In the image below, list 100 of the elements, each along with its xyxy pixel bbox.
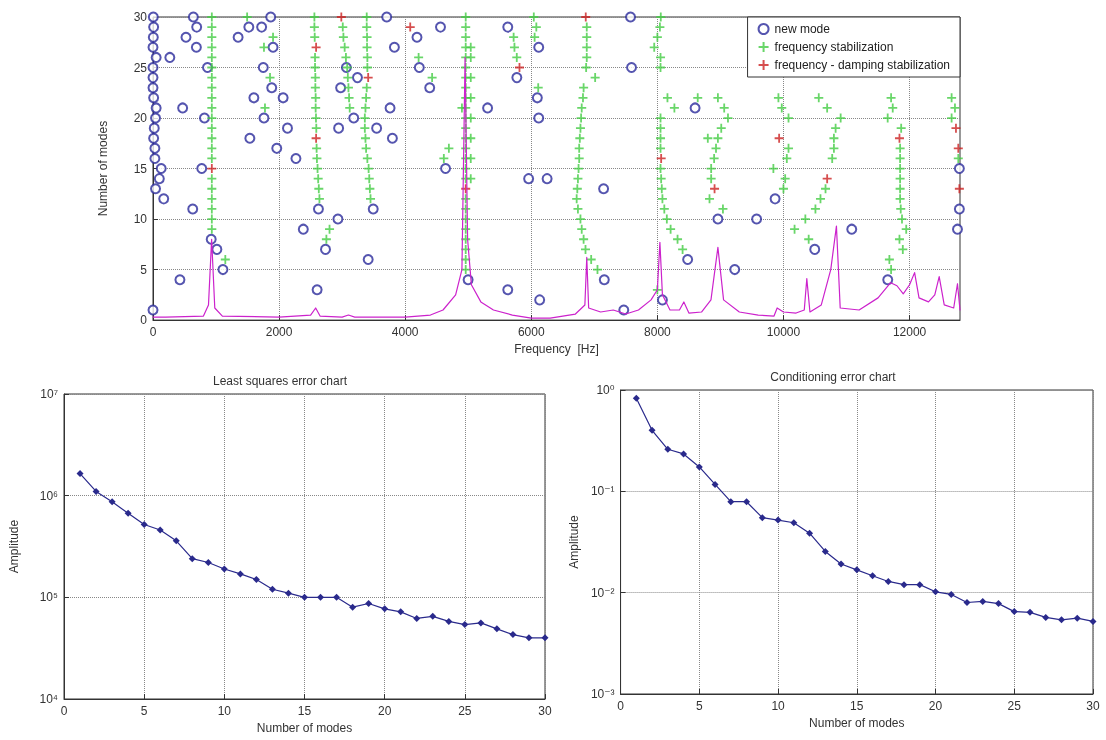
point	[311, 133, 321, 143]
point	[156, 526, 164, 534]
point	[301, 593, 308, 601]
x-tick-label: 15	[297, 704, 312, 718]
x-tick-label: 5	[695, 699, 703, 713]
point	[124, 509, 132, 517]
x-tick-label: 4000	[391, 325, 419, 340]
point	[963, 598, 971, 606]
point	[92, 487, 100, 495]
y-tick-label: 25	[133, 60, 148, 75]
point	[333, 593, 341, 601]
point	[509, 631, 517, 639]
point	[774, 516, 782, 524]
point	[365, 599, 373, 607]
point	[581, 12, 591, 22]
chart-title: Conditioning error chart	[770, 370, 897, 384]
y-tick-label: 10⁵	[39, 590, 59, 605]
y-tick-label: 10⁷	[40, 387, 58, 401]
point	[236, 570, 244, 578]
point	[429, 612, 437, 620]
point	[664, 445, 672, 453]
x-tick-label: 15	[850, 699, 864, 713]
x-tick-label: 6000	[517, 325, 545, 340]
point	[869, 572, 877, 580]
point	[790, 519, 798, 527]
point	[951, 123, 961, 133]
y-tick-label: 10⁻³	[590, 687, 615, 701]
point	[632, 394, 640, 402]
point	[1026, 608, 1034, 616]
y-tick-label: 10⁰	[596, 383, 615, 397]
point	[774, 133, 784, 143]
chart-title: Least squares error chart	[212, 374, 348, 388]
point	[541, 634, 549, 642]
y-tick-label: 10⁻²	[590, 585, 615, 600]
point	[336, 12, 346, 22]
point	[837, 560, 845, 568]
x-tick-label: 0	[60, 704, 68, 718]
y-axis-title: Amplitude	[7, 519, 21, 574]
point	[743, 498, 751, 506]
x-tick-label: 25	[1007, 699, 1022, 713]
x-tick-label: 30	[1086, 699, 1100, 713]
point	[1089, 617, 1097, 625]
point	[884, 577, 892, 585]
point	[317, 593, 325, 601]
point	[979, 597, 987, 605]
y-axis-title: Amplitude	[567, 515, 581, 569]
point	[349, 603, 357, 611]
point	[916, 581, 924, 589]
point	[900, 581, 908, 589]
point	[445, 617, 453, 625]
point	[727, 498, 735, 506]
x-axis-title: Number of modes	[256, 720, 353, 735]
x-tick-label: 10	[771, 699, 786, 713]
y-tick-label: 15	[133, 161, 148, 176]
point	[284, 589, 292, 597]
point	[140, 521, 148, 529]
y-tick-label: 10⁶	[39, 488, 59, 503]
point	[711, 480, 719, 488]
point	[311, 42, 321, 52]
x-tick-label: 20	[377, 704, 392, 718]
point	[493, 625, 501, 633]
point	[853, 566, 861, 574]
point	[405, 22, 415, 32]
x-axis-title: Frequency [Hz]	[514, 342, 599, 356]
point	[188, 555, 196, 563]
point	[413, 614, 421, 622]
point	[172, 537, 180, 545]
point	[932, 588, 940, 596]
y-tick-label: 10⁴	[39, 692, 58, 706]
point	[1010, 608, 1018, 616]
x-tick-label: 8000	[644, 325, 672, 340]
point	[477, 619, 485, 627]
x-tick-label: 0	[617, 699, 625, 713]
point	[648, 426, 656, 434]
point	[525, 634, 533, 642]
point	[381, 605, 389, 613]
point	[220, 565, 228, 573]
y-tick-label: 20	[133, 111, 148, 126]
x-tick-label: 30	[538, 704, 552, 718]
x-tick-label: 2000	[265, 325, 293, 340]
x-tick-label: 20	[928, 699, 943, 713]
point	[695, 463, 703, 471]
point	[1058, 616, 1066, 624]
point	[108, 498, 116, 506]
point	[995, 600, 1003, 608]
legend-label: frequency stabilization	[774, 40, 894, 54]
point	[806, 529, 814, 537]
y-axis-title: Number of modes	[96, 120, 110, 217]
legend-label: new mode	[774, 22, 831, 36]
y-tick-label: 10	[133, 212, 148, 227]
y-tick-label: 5	[140, 262, 148, 277]
point	[758, 514, 766, 522]
point	[363, 73, 373, 83]
point	[252, 575, 260, 583]
y-tick-label: 10⁻¹	[590, 484, 615, 499]
y-tick-label: 0	[140, 313, 148, 328]
point	[397, 608, 405, 616]
point	[954, 184, 964, 194]
point	[821, 547, 829, 555]
point	[822, 174, 832, 184]
